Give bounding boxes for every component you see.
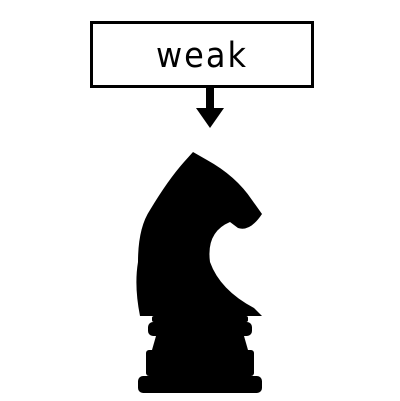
callout-label: weak (156, 33, 248, 76)
callout-box: weak (90, 21, 314, 88)
